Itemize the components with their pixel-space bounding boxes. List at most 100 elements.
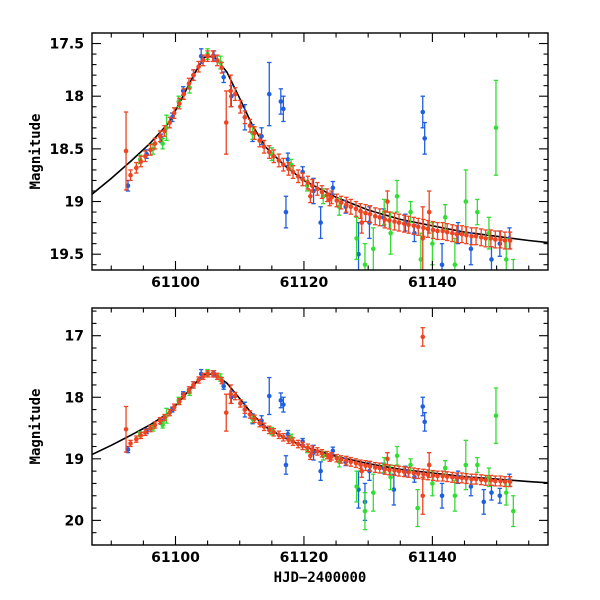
bottom-blue-point <box>391 473 397 506</box>
bottom-red-point <box>319 448 325 458</box>
bottom-red-point <box>406 466 411 478</box>
top-blue-point <box>318 206 323 240</box>
bottom-red-point <box>261 422 267 432</box>
bottom-red-point <box>435 470 440 482</box>
top-red-point <box>401 214 407 233</box>
bottom-red-point <box>247 410 253 419</box>
bottom-red-point <box>338 455 344 464</box>
top-red-point <box>367 205 373 224</box>
top-green-point <box>362 243 368 270</box>
top-red-point <box>143 150 148 163</box>
bottom-panel: 61100 61120 61140 17 18 19 20 Magnitude HJD−24… <box>28 307 549 586</box>
top-red-point <box>319 185 325 200</box>
top-red-point <box>205 50 210 63</box>
bottom-red-point <box>266 425 272 435</box>
top-green-point <box>493 79 499 176</box>
top-red-point <box>305 175 311 190</box>
bottom-red-point <box>191 381 196 389</box>
top-red-point <box>411 216 417 235</box>
bottom-blue-point <box>318 461 323 482</box>
bottom-blue-point <box>481 488 487 515</box>
top-green-point <box>486 216 492 250</box>
bottom-red-point <box>232 391 238 401</box>
top-green-point <box>475 198 480 226</box>
bottom-red-point <box>444 471 450 483</box>
bottom-red-point <box>420 476 426 515</box>
bottom-red-point <box>396 465 402 477</box>
bottom-red-point <box>214 372 220 381</box>
top-green-point <box>160 137 165 150</box>
top-red-point <box>478 228 484 247</box>
top-red-point <box>261 139 267 154</box>
bottom-green-point <box>415 488 420 528</box>
bottom-red-point <box>459 472 465 484</box>
bottom-red-point <box>377 462 383 474</box>
top-red-point <box>363 204 368 223</box>
bottom-red-point <box>186 386 192 394</box>
bottom-red-point <box>315 447 320 456</box>
top-y-tick-label: 19.5 <box>49 247 84 263</box>
top-red-point <box>440 221 445 241</box>
top-red-point <box>196 60 201 73</box>
bottom-red-point <box>281 432 286 442</box>
top-red-point <box>177 97 182 110</box>
top-red-point <box>473 227 479 246</box>
bottom-y-tick-label: 18 <box>65 390 84 406</box>
bottom-red-point <box>502 476 508 488</box>
bottom-green-point <box>452 479 458 512</box>
top-red-point <box>148 144 153 156</box>
top-y-tick-label: 18 <box>65 89 84 105</box>
top-red-point <box>300 172 305 187</box>
top-red-point <box>232 87 238 102</box>
top-red-point <box>385 190 390 213</box>
bottom-red-point <box>286 435 291 445</box>
bottom-x-tick-label: 61100 <box>151 550 200 566</box>
bottom-panel-frame <box>91 307 549 546</box>
top-red-point <box>425 219 431 238</box>
bottom-y-tick-label: 19 <box>65 452 84 468</box>
bottom-blue-point <box>489 484 494 501</box>
bottom-green-point <box>354 470 359 503</box>
top-red-point <box>286 161 291 176</box>
bottom-red-point <box>143 428 148 437</box>
bottom-panel-data <box>92 327 548 531</box>
top-red-point <box>247 118 253 133</box>
bottom-red-point <box>242 405 248 414</box>
x-axis-label: HJD−2400000 <box>274 570 367 586</box>
bottom-x-tick-label: 61140 <box>408 550 457 566</box>
bottom-red-point <box>483 474 489 486</box>
top-blue-point <box>259 127 264 146</box>
top-y-tick-label: 17.5 <box>49 37 84 53</box>
top-red-point <box>315 181 320 196</box>
top-red-point <box>454 225 460 244</box>
top-red-point <box>290 165 296 180</box>
bottom-red-point <box>344 455 349 466</box>
bottom-red-point <box>469 473 474 485</box>
bottom-red-point <box>271 428 277 437</box>
top-panel-y-axis-label: Magnitude <box>28 114 44 190</box>
bottom-red-point <box>148 424 153 433</box>
top-blue-point <box>278 88 284 115</box>
top-red-point <box>295 169 301 184</box>
top-blue-point <box>468 232 474 266</box>
top-red-point <box>123 111 129 191</box>
top-red-point <box>392 212 397 231</box>
bottom-red-point <box>440 470 445 482</box>
top-red-point <box>200 54 206 67</box>
top-blue-point <box>422 121 427 155</box>
bottom-y-tick-label: 20 <box>65 513 85 529</box>
top-red-point <box>167 116 173 129</box>
bottom-red-point <box>200 372 206 381</box>
bottom-red-point <box>228 384 234 405</box>
top-red-point <box>406 215 411 234</box>
bottom-red-point <box>498 475 503 487</box>
bottom-red-point <box>171 403 177 411</box>
top-red-point <box>382 210 388 229</box>
top-y-tick-label: 18.5 <box>49 142 84 158</box>
top-green-point <box>354 216 359 261</box>
bottom-red-point <box>138 431 144 440</box>
top-blue-point <box>283 195 289 229</box>
bottom-red-point <box>308 451 313 461</box>
top-red-point <box>498 230 503 249</box>
bottom-red-point <box>415 468 421 480</box>
